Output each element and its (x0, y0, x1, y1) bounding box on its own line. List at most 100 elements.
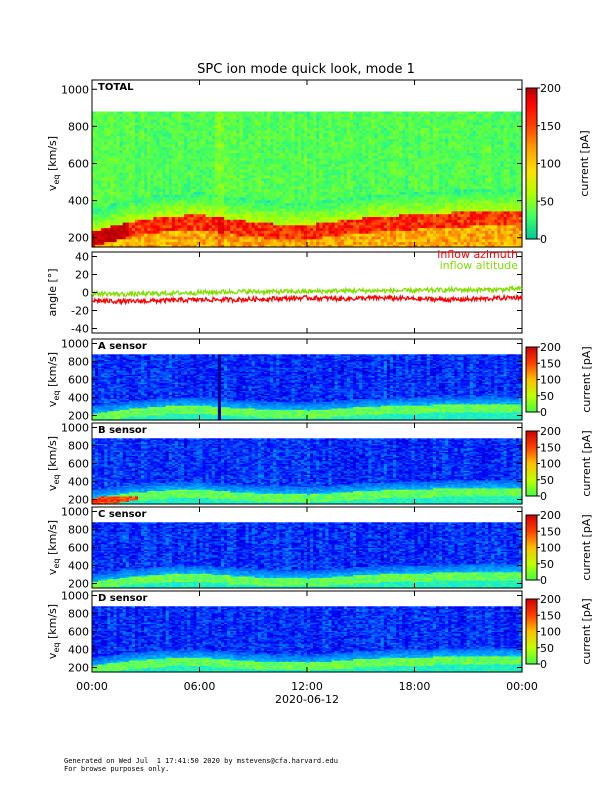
heatmap-cell (150, 241, 155, 245)
heatmap-cell (98, 116, 102, 120)
heatmap-cell (104, 127, 108, 131)
heatmap-cell (135, 157, 139, 162)
heatmap-cell (147, 191, 151, 195)
heatmap-cell (159, 233, 164, 237)
heatmap-cell (181, 163, 185, 167)
heatmap-cell (144, 194, 148, 198)
heatmap-cell (199, 138, 204, 142)
heatmap-cell (168, 132, 173, 137)
heatmap-cell (205, 155, 210, 159)
heatmap-cell (171, 216, 176, 220)
heatmap-cell (202, 116, 207, 120)
heatmap-cell (104, 196, 108, 201)
heatmap-cell (110, 235, 115, 240)
heatmap-cell (168, 194, 173, 198)
heatmap-cell (98, 241, 102, 245)
heatmap-cell (193, 188, 198, 192)
heatmap-cell (205, 152, 210, 156)
heatmap-cell (141, 152, 145, 156)
heatmap-cell (181, 235, 185, 240)
heatmap-cell (135, 169, 139, 173)
heatmap-cell (165, 185, 170, 190)
heatmap-cell (196, 119, 201, 123)
heatmap-cell (147, 124, 151, 128)
heatmap-cell (119, 191, 124, 195)
heatmap-cell (92, 238, 96, 243)
heatmap-cell (131, 183, 136, 187)
heatmap-cell (211, 233, 216, 237)
heatmap-cell (190, 194, 194, 198)
heatmap-cell (98, 227, 102, 231)
heatmap-cell (174, 185, 179, 190)
heatmap-cell (202, 216, 207, 220)
heatmap-cell (116, 138, 121, 142)
heatmap-cell (144, 230, 148, 234)
heatmap-cell (159, 127, 164, 131)
heatmap-cell (135, 235, 139, 240)
heatmap-cell (107, 119, 112, 123)
heatmap-cell (202, 119, 207, 123)
heatmap-cell (128, 196, 133, 201)
heatmap-cell (125, 194, 130, 198)
heatmap-cell (92, 183, 96, 187)
heatmap-cell (184, 135, 188, 140)
heatmap-cell (199, 208, 204, 212)
heatmap-cell (171, 210, 176, 215)
heatmap-cell (122, 233, 127, 237)
heatmap-cell (122, 202, 127, 206)
heatmap-cell (113, 219, 118, 223)
heatmap-cell (174, 205, 179, 209)
heatmap-cell (178, 155, 182, 159)
heatmap-cell (104, 146, 108, 151)
heatmap-cell (202, 188, 207, 192)
heatmap-cell (128, 138, 133, 142)
heatmap-cell (171, 208, 176, 212)
heatmap-cell (187, 166, 191, 170)
heatmap-cell (98, 185, 102, 190)
heatmap-cell (147, 224, 151, 229)
heatmap-cell (184, 183, 188, 187)
heatmap-cell (95, 202, 99, 206)
heatmap-cell (131, 216, 136, 220)
heatmap-cell (178, 177, 182, 181)
heatmap-cell (128, 144, 133, 148)
heatmap-cell (122, 213, 127, 217)
heatmap-cell (211, 166, 216, 170)
heatmap-cell (153, 127, 158, 131)
heatmap-cell (208, 221, 213, 226)
heatmap-cell (184, 244, 188, 248)
heatmap-cell (131, 177, 136, 181)
heatmap-cell (131, 130, 136, 134)
heatmap-cell (190, 202, 194, 206)
heatmap-cell (98, 149, 102, 153)
heatmap-cell (187, 188, 191, 192)
heatmap-cell (104, 221, 108, 226)
heatmap-cell (95, 163, 99, 167)
heatmap-cell (122, 227, 127, 231)
heatmap-cell (92, 144, 96, 148)
heatmap-cell (98, 199, 102, 204)
heatmap-cell (128, 135, 133, 140)
heatmap-cell (122, 174, 127, 178)
heatmap-cell (162, 196, 167, 201)
heatmap-cell (156, 244, 161, 248)
heatmap-cell (153, 160, 158, 165)
heatmap-cell (196, 163, 201, 167)
heatmap-cell (165, 177, 170, 181)
heatmap-cell (122, 132, 127, 137)
heatmap-cell (156, 121, 161, 126)
heatmap-cell (153, 199, 158, 204)
heatmap-cell (165, 121, 170, 126)
heatmap-cell (135, 130, 139, 134)
heatmap-cell (110, 241, 115, 245)
heatmap-cell (174, 210, 179, 215)
heatmap-cell (95, 149, 99, 153)
heatmap-cell (187, 233, 191, 237)
heatmap-cell (104, 185, 108, 190)
heatmap-cell (196, 199, 201, 204)
heatmap-cell (193, 171, 198, 176)
heatmap-cell (159, 180, 164, 184)
heatmap-cell (113, 169, 118, 173)
heatmap-cell (184, 124, 188, 128)
heatmap-cell (156, 155, 161, 159)
